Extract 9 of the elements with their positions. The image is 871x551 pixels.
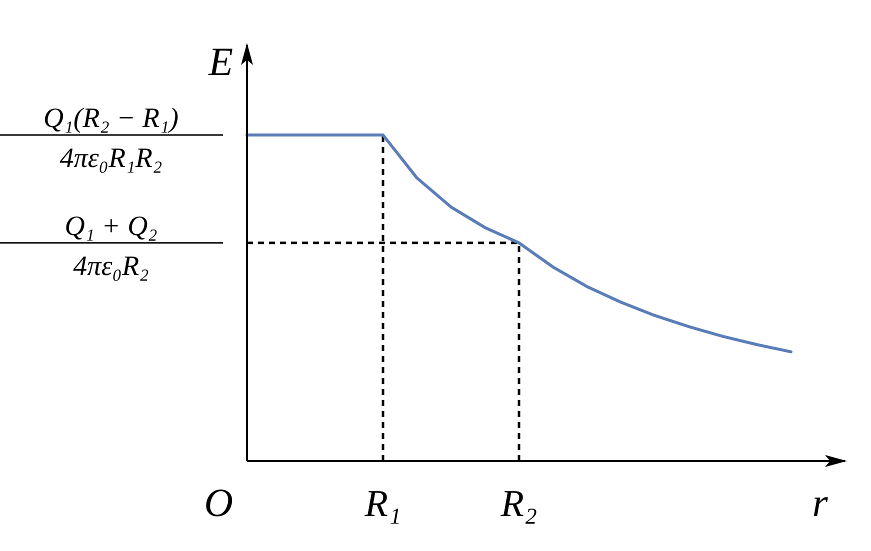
- text: Q₁ + Q₂: [64, 210, 158, 242]
- text: 4πε₀R₂: [73, 250, 150, 282]
- x-tick-label: R₁: [364, 483, 402, 525]
- text: 4πε₀R₁R₂: [60, 143, 162, 174]
- text: Q₁(R₂ − R₁): [43, 103, 179, 134]
- x-tick-label: R₂: [500, 483, 538, 525]
- x-axis-title: r: [812, 480, 828, 525]
- y-axis-title: E: [208, 39, 233, 84]
- text: O: [204, 480, 233, 525]
